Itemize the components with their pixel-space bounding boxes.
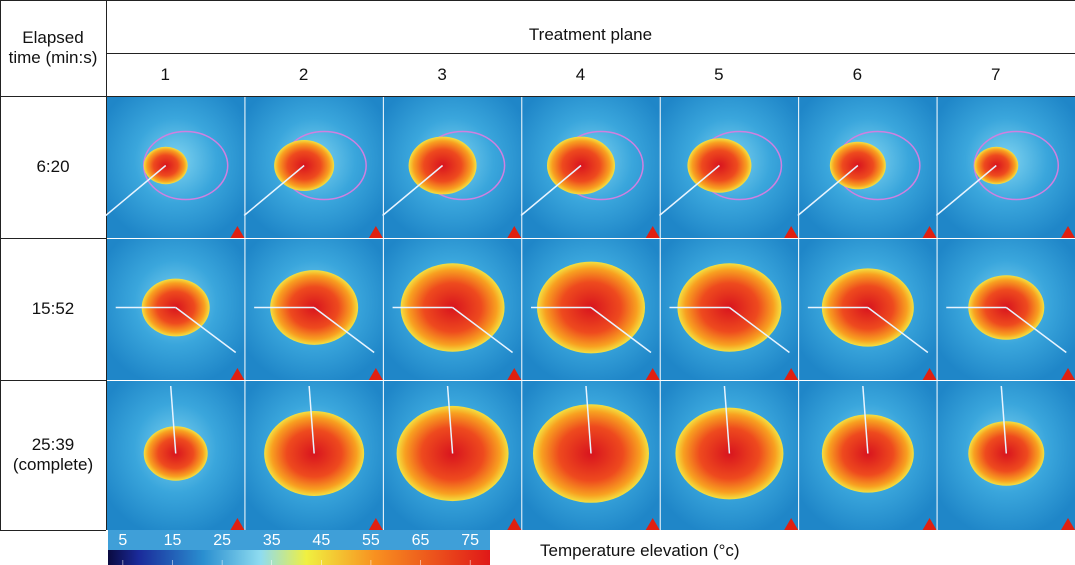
marker xyxy=(230,226,245,238)
colorbar-tick-label: 55 xyxy=(362,532,380,549)
thermal-image xyxy=(520,97,660,238)
probe xyxy=(867,306,929,354)
thermal-image xyxy=(660,239,799,380)
colorbar-tick-label: 25 xyxy=(213,532,231,549)
marker xyxy=(368,518,383,530)
thermal-image xyxy=(799,381,937,530)
row-label: 15:52 xyxy=(31,299,75,318)
colorbar-tick-label: 75 xyxy=(461,532,479,549)
marker xyxy=(1061,226,1075,238)
thermal-image xyxy=(383,381,522,530)
marker xyxy=(230,518,245,530)
marker xyxy=(645,518,660,530)
plane-label: 4 xyxy=(575,65,586,84)
plane-label: 6 xyxy=(852,65,863,84)
colorbar-label: Temperature elevation (°c) xyxy=(540,541,740,560)
probe xyxy=(797,164,859,217)
marker xyxy=(507,368,522,380)
thermal-image xyxy=(382,97,522,238)
probe xyxy=(313,306,375,354)
thermal-image xyxy=(797,97,937,238)
marker xyxy=(784,226,799,238)
marker xyxy=(645,368,660,380)
colorbar-tick-label: 65 xyxy=(412,532,430,549)
marker xyxy=(507,518,522,530)
marker xyxy=(784,518,799,530)
thermal-image xyxy=(937,239,1075,380)
probe xyxy=(175,306,237,354)
probe xyxy=(862,385,869,454)
probe xyxy=(728,306,790,354)
probe xyxy=(590,306,652,354)
plane-label: 7 xyxy=(991,65,1001,84)
marker xyxy=(1061,368,1075,380)
probe xyxy=(520,164,582,217)
thermal-image xyxy=(937,381,1075,530)
marker xyxy=(507,226,522,238)
probe xyxy=(446,385,454,454)
probe xyxy=(308,385,315,454)
thermal-image xyxy=(105,97,245,238)
thermal-image xyxy=(243,97,383,238)
thermal-image xyxy=(935,97,1075,238)
thermal-image xyxy=(107,239,245,380)
probe xyxy=(658,164,720,217)
thermal-image xyxy=(245,239,383,380)
row-label: 25:39 (complete) xyxy=(12,435,94,474)
probe xyxy=(105,164,167,217)
thermal-image xyxy=(107,381,245,530)
marker xyxy=(368,368,383,380)
plane-label: 2 xyxy=(298,65,309,84)
marker xyxy=(784,368,799,380)
marker xyxy=(922,368,937,380)
thermal-image xyxy=(245,381,383,530)
probe xyxy=(452,306,514,354)
plane-label: 5 xyxy=(714,65,724,84)
probe xyxy=(382,164,444,217)
probe xyxy=(585,385,592,454)
colorbar xyxy=(108,550,490,565)
probe xyxy=(1005,306,1067,354)
probe xyxy=(723,385,731,454)
plane-label: 3 xyxy=(437,65,447,84)
table-borders xyxy=(0,0,1075,531)
thermal-image xyxy=(522,239,660,380)
thermal-image xyxy=(799,239,937,380)
thermal-image xyxy=(383,239,522,380)
probe xyxy=(935,164,997,217)
row-label: 6:20 xyxy=(36,157,70,176)
plane-label: 1 xyxy=(160,65,170,84)
colorbar-tick-label: 5 xyxy=(118,532,127,549)
column-group-header: Treatment plane xyxy=(528,25,653,44)
marker xyxy=(922,226,937,238)
thermal-image xyxy=(522,381,660,530)
marker xyxy=(1061,518,1075,530)
marker xyxy=(645,226,660,238)
colorbar-tick-label: 15 xyxy=(164,532,182,549)
probe xyxy=(243,164,305,217)
marker xyxy=(230,368,245,380)
marker xyxy=(922,518,937,530)
row-header: Elapsed time (min:s) xyxy=(8,28,98,67)
marker xyxy=(368,226,383,238)
colorbar-tick-label: 45 xyxy=(312,532,330,549)
probe xyxy=(1000,385,1008,454)
thermal-image xyxy=(660,381,799,530)
thermal-image xyxy=(658,97,799,238)
probe xyxy=(169,385,177,454)
colorbar-tick-label: 35 xyxy=(263,532,281,549)
